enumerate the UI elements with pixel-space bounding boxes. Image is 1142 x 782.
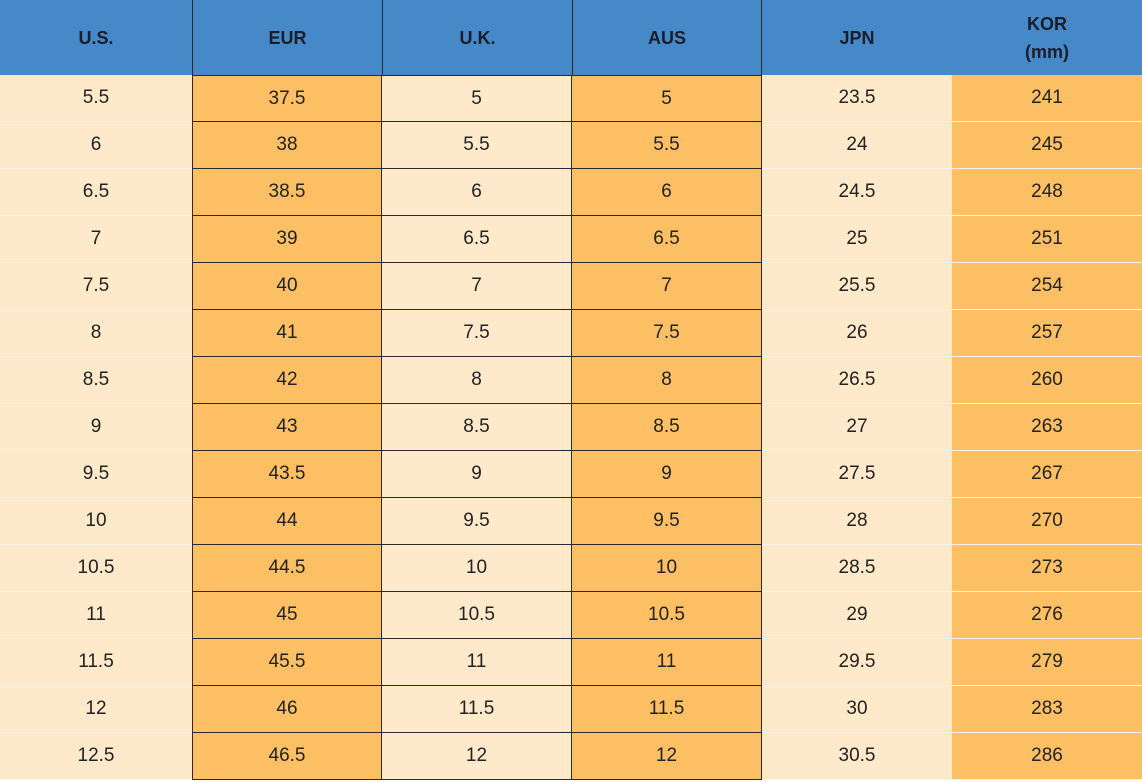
table-cell: 245 [952, 122, 1142, 169]
table-cell: 8 [571, 356, 762, 404]
table-cell: 279 [952, 639, 1142, 686]
table-cell: 5.5 [381, 121, 572, 169]
table-cell: 286 [952, 733, 1142, 780]
table-cell: 27.5 [762, 451, 952, 498]
table-cell: 241 [952, 75, 1142, 122]
table-cell: 7 [571, 262, 762, 310]
table-cell: 23.5 [762, 75, 952, 122]
table-cell: 5 [571, 75, 762, 122]
table-cell: 5 [381, 75, 572, 122]
table-cell: 6.5 [0, 169, 192, 216]
table-cell: 10.5 [571, 591, 762, 639]
table-cell: 12 [0, 686, 192, 733]
table-cell: 25 [762, 216, 952, 263]
table-cell: 10.5 [381, 591, 572, 639]
table-cell: 6.5 [381, 215, 572, 263]
table-cell: 41 [192, 309, 382, 357]
column-header: U.S. [0, 0, 192, 75]
table-cell: 9.5 [0, 451, 192, 498]
table-cell: 30.5 [762, 733, 952, 780]
table-cell: 45.5 [192, 638, 382, 686]
table-cell: 7 [381, 262, 572, 310]
table-cell: 44.5 [192, 544, 382, 592]
table-cell: 5.5 [571, 121, 762, 169]
table-cell: 11.5 [381, 685, 572, 733]
table-cell: 12 [381, 732, 572, 780]
table-cell: 26 [762, 310, 952, 357]
table-cell: 39 [192, 215, 382, 263]
table-cell: 28 [762, 498, 952, 545]
table-cell: 12.5 [0, 733, 192, 780]
table-cell: 38 [192, 121, 382, 169]
table-cell: 37.5 [192, 75, 382, 122]
table-cell: 276 [952, 592, 1142, 639]
column-header: U.K. [382, 0, 572, 75]
table-cell: 8.5 [571, 403, 762, 451]
column-header: AUS [572, 0, 762, 75]
table-cell: 44 [192, 497, 382, 545]
table-cell: 6 [381, 168, 572, 216]
table-cell: 248 [952, 169, 1142, 216]
table-cell: 8.5 [0, 357, 192, 404]
table-cell: 26.5 [762, 357, 952, 404]
table-cell: 283 [952, 686, 1142, 733]
table-cell: 29.5 [762, 639, 952, 686]
table-cell: 10 [381, 544, 572, 592]
table-cell: 10.5 [0, 545, 192, 592]
table-cell: 7 [0, 216, 192, 263]
table-cell: 9.5 [381, 497, 572, 545]
table-cell: 7.5 [0, 263, 192, 310]
table-cell: 263 [952, 404, 1142, 451]
table-cell: 25.5 [762, 263, 952, 310]
table-cell: 43.5 [192, 450, 382, 498]
table-cell: 28.5 [762, 545, 952, 592]
column-header: EUR [192, 0, 382, 75]
column-header: JPN [762, 0, 952, 75]
table-cell: 267 [952, 451, 1142, 498]
table-cell: 254 [952, 263, 1142, 310]
table-cell: 251 [952, 216, 1142, 263]
table-cell: 10 [571, 544, 762, 592]
table-cell: 7.5 [571, 309, 762, 357]
table-cell: 7.5 [381, 309, 572, 357]
table-cell: 10 [0, 498, 192, 545]
table-cell: 46.5 [192, 732, 382, 780]
table-cell: 11 [0, 592, 192, 639]
table-cell: 8.5 [381, 403, 572, 451]
table-cell: 6 [571, 168, 762, 216]
table-cell: 12 [571, 732, 762, 780]
table-cell: 11.5 [0, 639, 192, 686]
table-cell: 30 [762, 686, 952, 733]
table-cell: 5.5 [0, 75, 192, 122]
table-cell: 8 [381, 356, 572, 404]
table-cell: 42 [192, 356, 382, 404]
table-cell: 273 [952, 545, 1142, 592]
table-cell: 11 [571, 638, 762, 686]
table-cell: 9.5 [571, 497, 762, 545]
table-cell: 27 [762, 404, 952, 451]
table-cell: 257 [952, 310, 1142, 357]
table-cell: 38.5 [192, 168, 382, 216]
table-cell: 6 [0, 122, 192, 169]
table-cell: 9 [381, 450, 572, 498]
table-cell: 24 [762, 122, 952, 169]
table-cell: 29 [762, 592, 952, 639]
table-cell: 9 [0, 404, 192, 451]
table-cell: 46 [192, 685, 382, 733]
table-cell: 6.5 [571, 215, 762, 263]
table-cell: 260 [952, 357, 1142, 404]
table-cell: 45 [192, 591, 382, 639]
table-cell: 9 [571, 450, 762, 498]
table-cell: 24.5 [762, 169, 952, 216]
table-cell: 11.5 [571, 685, 762, 733]
table-cell: 8 [0, 310, 192, 357]
table-cell: 11 [381, 638, 572, 686]
table-cell: 270 [952, 498, 1142, 545]
column-header: KOR (mm) [952, 0, 1142, 75]
table-cell: 40 [192, 262, 382, 310]
table-cell: 43 [192, 403, 382, 451]
